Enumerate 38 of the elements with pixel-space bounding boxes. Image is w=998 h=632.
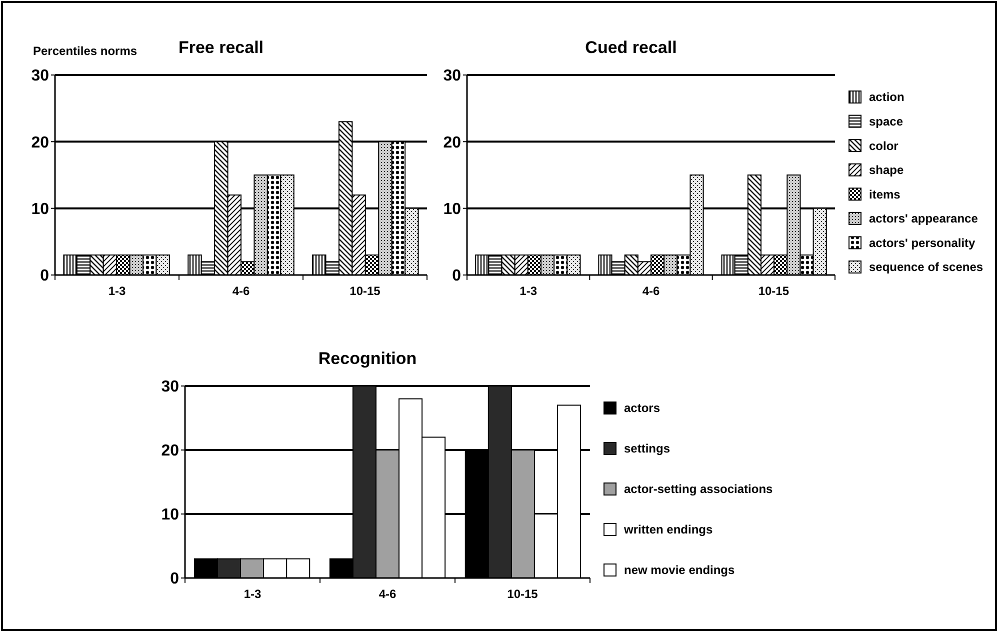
x-tick-label: 1-3: [108, 284, 126, 298]
x-tick-label: 1-3: [244, 587, 262, 601]
y-tick-label: 20: [161, 442, 180, 460]
legend-label: written endings: [623, 522, 713, 537]
y-tick-label: 10: [161, 506, 180, 524]
legend-label: action: [869, 90, 904, 104]
y-tick-label: 30: [31, 68, 50, 85]
x-tick-label: 4-6: [642, 284, 660, 298]
x-tick-label: 10-15: [507, 587, 538, 601]
chart-title: Recognition: [318, 349, 417, 368]
chart-title: Cued recall: [585, 38, 677, 57]
y-tick-label: 30: [161, 378, 180, 396]
y-tick-label: 20: [31, 134, 50, 152]
y-tick-label: 30: [443, 68, 462, 85]
y-tick-label: 0: [40, 268, 50, 285]
chart-title: Free recall: [178, 38, 264, 57]
y-tick-label: 10: [31, 200, 50, 218]
legend-label: actors' appearance: [869, 212, 978, 226]
x-tick-label: 4-6: [232, 284, 250, 298]
legend-label: actors: [624, 401, 660, 416]
y-tick-label: 0: [170, 570, 180, 588]
y-tick-label: 10: [443, 200, 462, 218]
legend-label: shape: [869, 163, 904, 178]
x-tick-label: 10-15: [758, 284, 790, 298]
legend-label: actor-setting associations: [624, 482, 774, 496]
y-tick-label: 20: [443, 134, 462, 152]
x-tick-label: 4-6: [378, 587, 396, 601]
legend-label: settings: [624, 442, 670, 456]
y-axis-title: Percentiles norms: [33, 44, 138, 58]
legend-label: sequence of scenes: [869, 260, 984, 274]
legend-label: actors' personality: [869, 236, 976, 250]
legend-label: new movie endings: [624, 563, 736, 578]
legend-label: color: [869, 138, 899, 153]
x-tick-label: 10-15: [350, 284, 381, 298]
x-tick-label: 1-3: [520, 284, 538, 298]
legend-label: items: [869, 187, 901, 202]
y-tick-label: 0: [452, 268, 462, 285]
legend-label: space: [869, 114, 904, 128]
